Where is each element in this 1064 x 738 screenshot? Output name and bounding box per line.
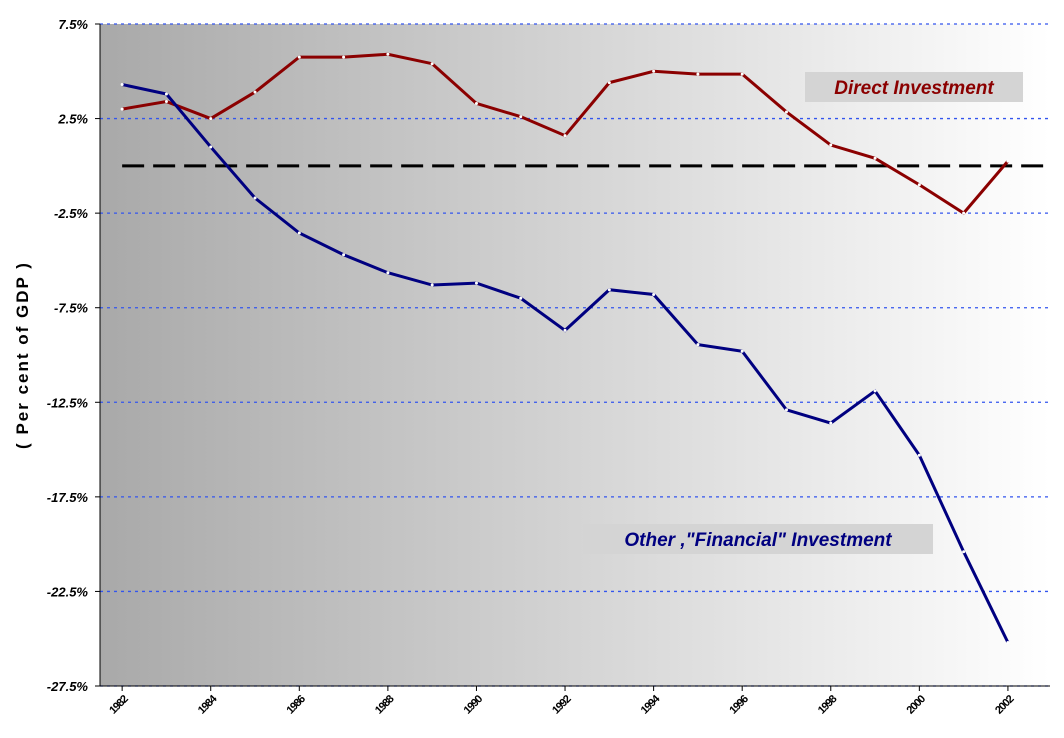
point [962,211,966,215]
x-tick-label: 2002 [993,693,1017,717]
point [784,408,788,412]
x-tick-label: 1990 [462,693,486,717]
y-tick-label: -12.5% [47,395,89,410]
y-tick-label: -27.5% [47,679,89,694]
x-tick-label: 1982 [107,693,131,717]
point [1006,640,1010,644]
point [607,288,611,292]
point [209,145,213,149]
point [164,92,168,96]
x-tick-label: 1994 [639,692,663,716]
x-tick-label: 1986 [284,693,308,717]
point [740,349,744,353]
point [652,292,656,296]
x-tick-label: 1984 [196,692,220,716]
point [917,453,921,457]
y-tick-label: -2.5% [54,206,88,221]
plot-area [100,24,1050,686]
y-tick-label: -22.5% [47,584,89,599]
point [386,52,390,56]
point [962,550,966,554]
series-label-bg [583,524,933,554]
y-axis-label: ( Per cent of GDP ) [13,261,32,449]
point [652,69,656,73]
point [297,231,301,235]
point [519,115,523,119]
x-tick-label: 1996 [727,693,751,717]
series-label: Direct Investment [834,78,994,99]
point [696,72,700,76]
y-tick-label: 2.5% [57,112,88,127]
point [784,110,788,114]
point [873,389,877,393]
y-tick-label: -7.5% [54,301,88,316]
point [829,143,833,147]
y-tick-label: 7.5% [58,17,88,32]
point [342,253,346,257]
point [430,62,434,66]
point [297,55,301,59]
point [829,421,833,425]
y-tick-label: -17.5% [47,490,89,505]
series-label-bg [805,72,1023,102]
point [563,328,567,332]
point [474,101,478,105]
point [696,343,700,347]
x-tick-label: 2000 [904,693,928,717]
point [607,81,611,85]
point [120,107,124,111]
point [873,156,877,160]
point [474,281,478,285]
point [430,283,434,287]
point [1006,159,1010,163]
point [164,100,168,104]
x-tick-label: 1992 [550,693,574,717]
point [253,196,257,200]
point [342,55,346,59]
point [740,72,744,76]
point [120,83,124,87]
x-tick-label: 1988 [373,693,397,717]
point [563,134,567,138]
x-tick-label: 1998 [816,693,840,717]
point [519,296,523,300]
point [209,117,213,121]
series-label: Other ,"Financial" Investment [624,530,892,551]
point [917,183,921,187]
point [253,90,257,94]
point [386,271,390,275]
